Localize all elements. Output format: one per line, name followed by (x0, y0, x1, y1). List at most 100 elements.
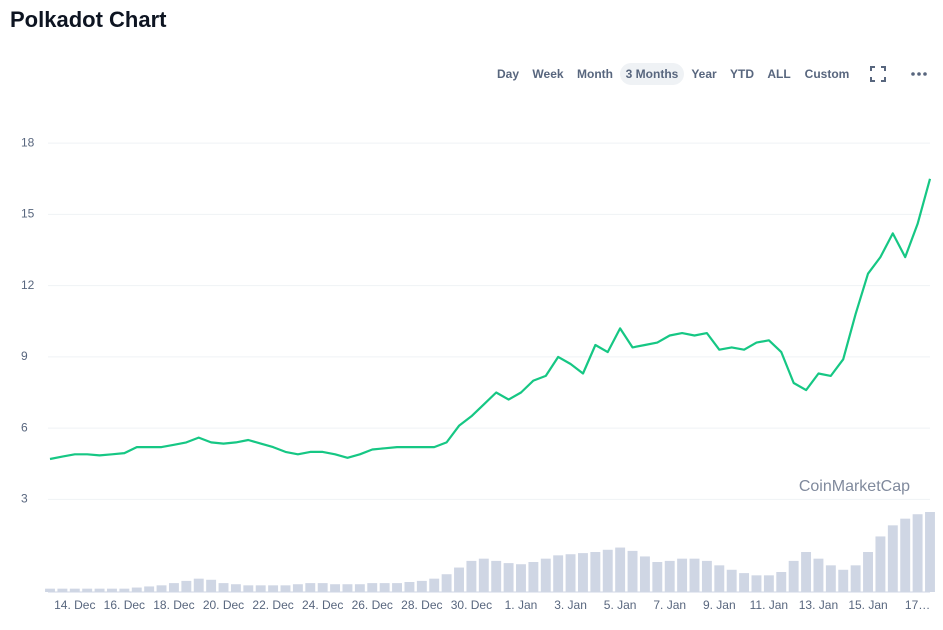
volume-bar (714, 565, 725, 592)
x-tick-label: 11. Jan (750, 598, 788, 612)
volume-bar (850, 565, 861, 592)
y-tick-label: 3 (21, 492, 28, 506)
x-tick-label: 18. Dec (153, 598, 194, 612)
volume-bar (900, 518, 911, 592)
volume-bar (689, 558, 700, 592)
more-icon[interactable] (911, 72, 927, 76)
volume-bar (230, 584, 241, 592)
volume-bar (107, 588, 117, 592)
volume-bar (342, 584, 353, 592)
volume-bar (404, 582, 415, 592)
volume-bar (454, 567, 464, 592)
volume-bar (863, 552, 873, 592)
range-selector: Day Week Month 3 Months Year YTD ALL Custom (497, 63, 849, 85)
volume-bar (590, 552, 601, 592)
range-button[interactable]: Year (691, 67, 717, 81)
range-button[interactable]: Week (532, 67, 563, 81)
x-tick-label: 22. Dec (252, 598, 293, 612)
watermark: CoinMarketCap (799, 478, 910, 495)
volume-bar (739, 573, 750, 592)
volume-bar (801, 552, 812, 592)
x-tick-label: 28. Dec (401, 598, 442, 612)
volume-bar (292, 584, 303, 592)
volume-bar (478, 558, 489, 592)
volume-bar (354, 584, 365, 592)
x-tick-label: 17… (905, 598, 930, 612)
volume-bar (441, 574, 452, 592)
volume-bar (615, 547, 626, 592)
volume-bar (925, 512, 935, 592)
volume-bar (503, 563, 514, 592)
chart-title: Polkadot Chart (10, 7, 167, 32)
volume-bar (82, 588, 93, 592)
y-tick-label: 12 (21, 278, 35, 292)
volume-bar (825, 565, 836, 592)
volume-bar (491, 560, 502, 592)
range-button[interactable]: YTD (730, 67, 754, 81)
volume-bar (330, 584, 341, 592)
volume-bar (45, 588, 55, 592)
volume-bar (181, 580, 192, 592)
x-tick-label: 7. Jan (653, 598, 686, 612)
x-tick-label: 1. Jan (505, 598, 538, 612)
volume-bar (540, 558, 551, 592)
volume-bar (813, 558, 824, 592)
volume-bar (218, 583, 229, 592)
volume-bar (838, 569, 849, 592)
volume-bar (553, 555, 564, 592)
x-tick-label: 13. Jan (799, 598, 838, 612)
volume-bar (317, 583, 328, 592)
volume-bar (255, 585, 266, 592)
volume-bar (305, 583, 316, 592)
volume-bar (57, 588, 68, 592)
volume-bar (243, 585, 254, 592)
volume-bar (776, 572, 787, 592)
volume-bar (701, 560, 712, 592)
volume-bar (912, 514, 923, 592)
volume-bar (416, 580, 427, 592)
volume-bar (94, 588, 105, 592)
range-button[interactable]: Day (497, 67, 519, 81)
volume-bar (887, 525, 898, 592)
volume-bar (664, 560, 675, 592)
x-tick-label: 5. Jan (604, 598, 637, 612)
range-button[interactable]: 3 Months (626, 67, 679, 81)
volume-bar (429, 578, 440, 592)
volume-bar (193, 578, 204, 592)
y-tick-label: 6 (21, 420, 28, 434)
volume-bar (268, 585, 279, 592)
fullscreen-icon[interactable] (870, 66, 886, 82)
volume-bar (280, 585, 291, 592)
x-tick-label: 15. Jan (848, 598, 887, 612)
volume-bar (639, 556, 650, 592)
volume-bar (677, 558, 688, 592)
x-tick-label: 16. Dec (104, 598, 145, 612)
volume-bar (565, 554, 576, 592)
y-tick-label: 18 (21, 135, 35, 149)
range-button[interactable]: Month (577, 67, 613, 81)
x-tick-label: 14. Dec (54, 598, 95, 612)
volume-bar (144, 586, 155, 592)
volume-bar (627, 550, 638, 592)
volume-bar (466, 560, 477, 592)
volume-bar (602, 549, 613, 592)
volume-bar (379, 583, 390, 592)
volume-bar (168, 583, 179, 592)
x-tick-label: 24. Dec (302, 598, 343, 612)
x-tick-label: 26. Dec (352, 598, 393, 612)
x-tick-label: 9. Jan (703, 598, 736, 612)
volume-bar (392, 583, 402, 592)
volume-bar (528, 562, 539, 592)
range-button[interactable]: ALL (767, 67, 790, 81)
price-line (49, 178, 932, 461)
range-button[interactable]: Custom (805, 67, 850, 81)
volume-bar (156, 585, 167, 592)
x-tick-label: 3. Jan (554, 598, 587, 612)
y-tick-label: 15 (21, 207, 35, 221)
y-tick-label: 9 (21, 349, 28, 363)
x-tick-label: 20. Dec (203, 598, 244, 612)
volume-bar (652, 562, 663, 592)
volume-bar (763, 575, 774, 592)
volume-bar (131, 587, 142, 592)
